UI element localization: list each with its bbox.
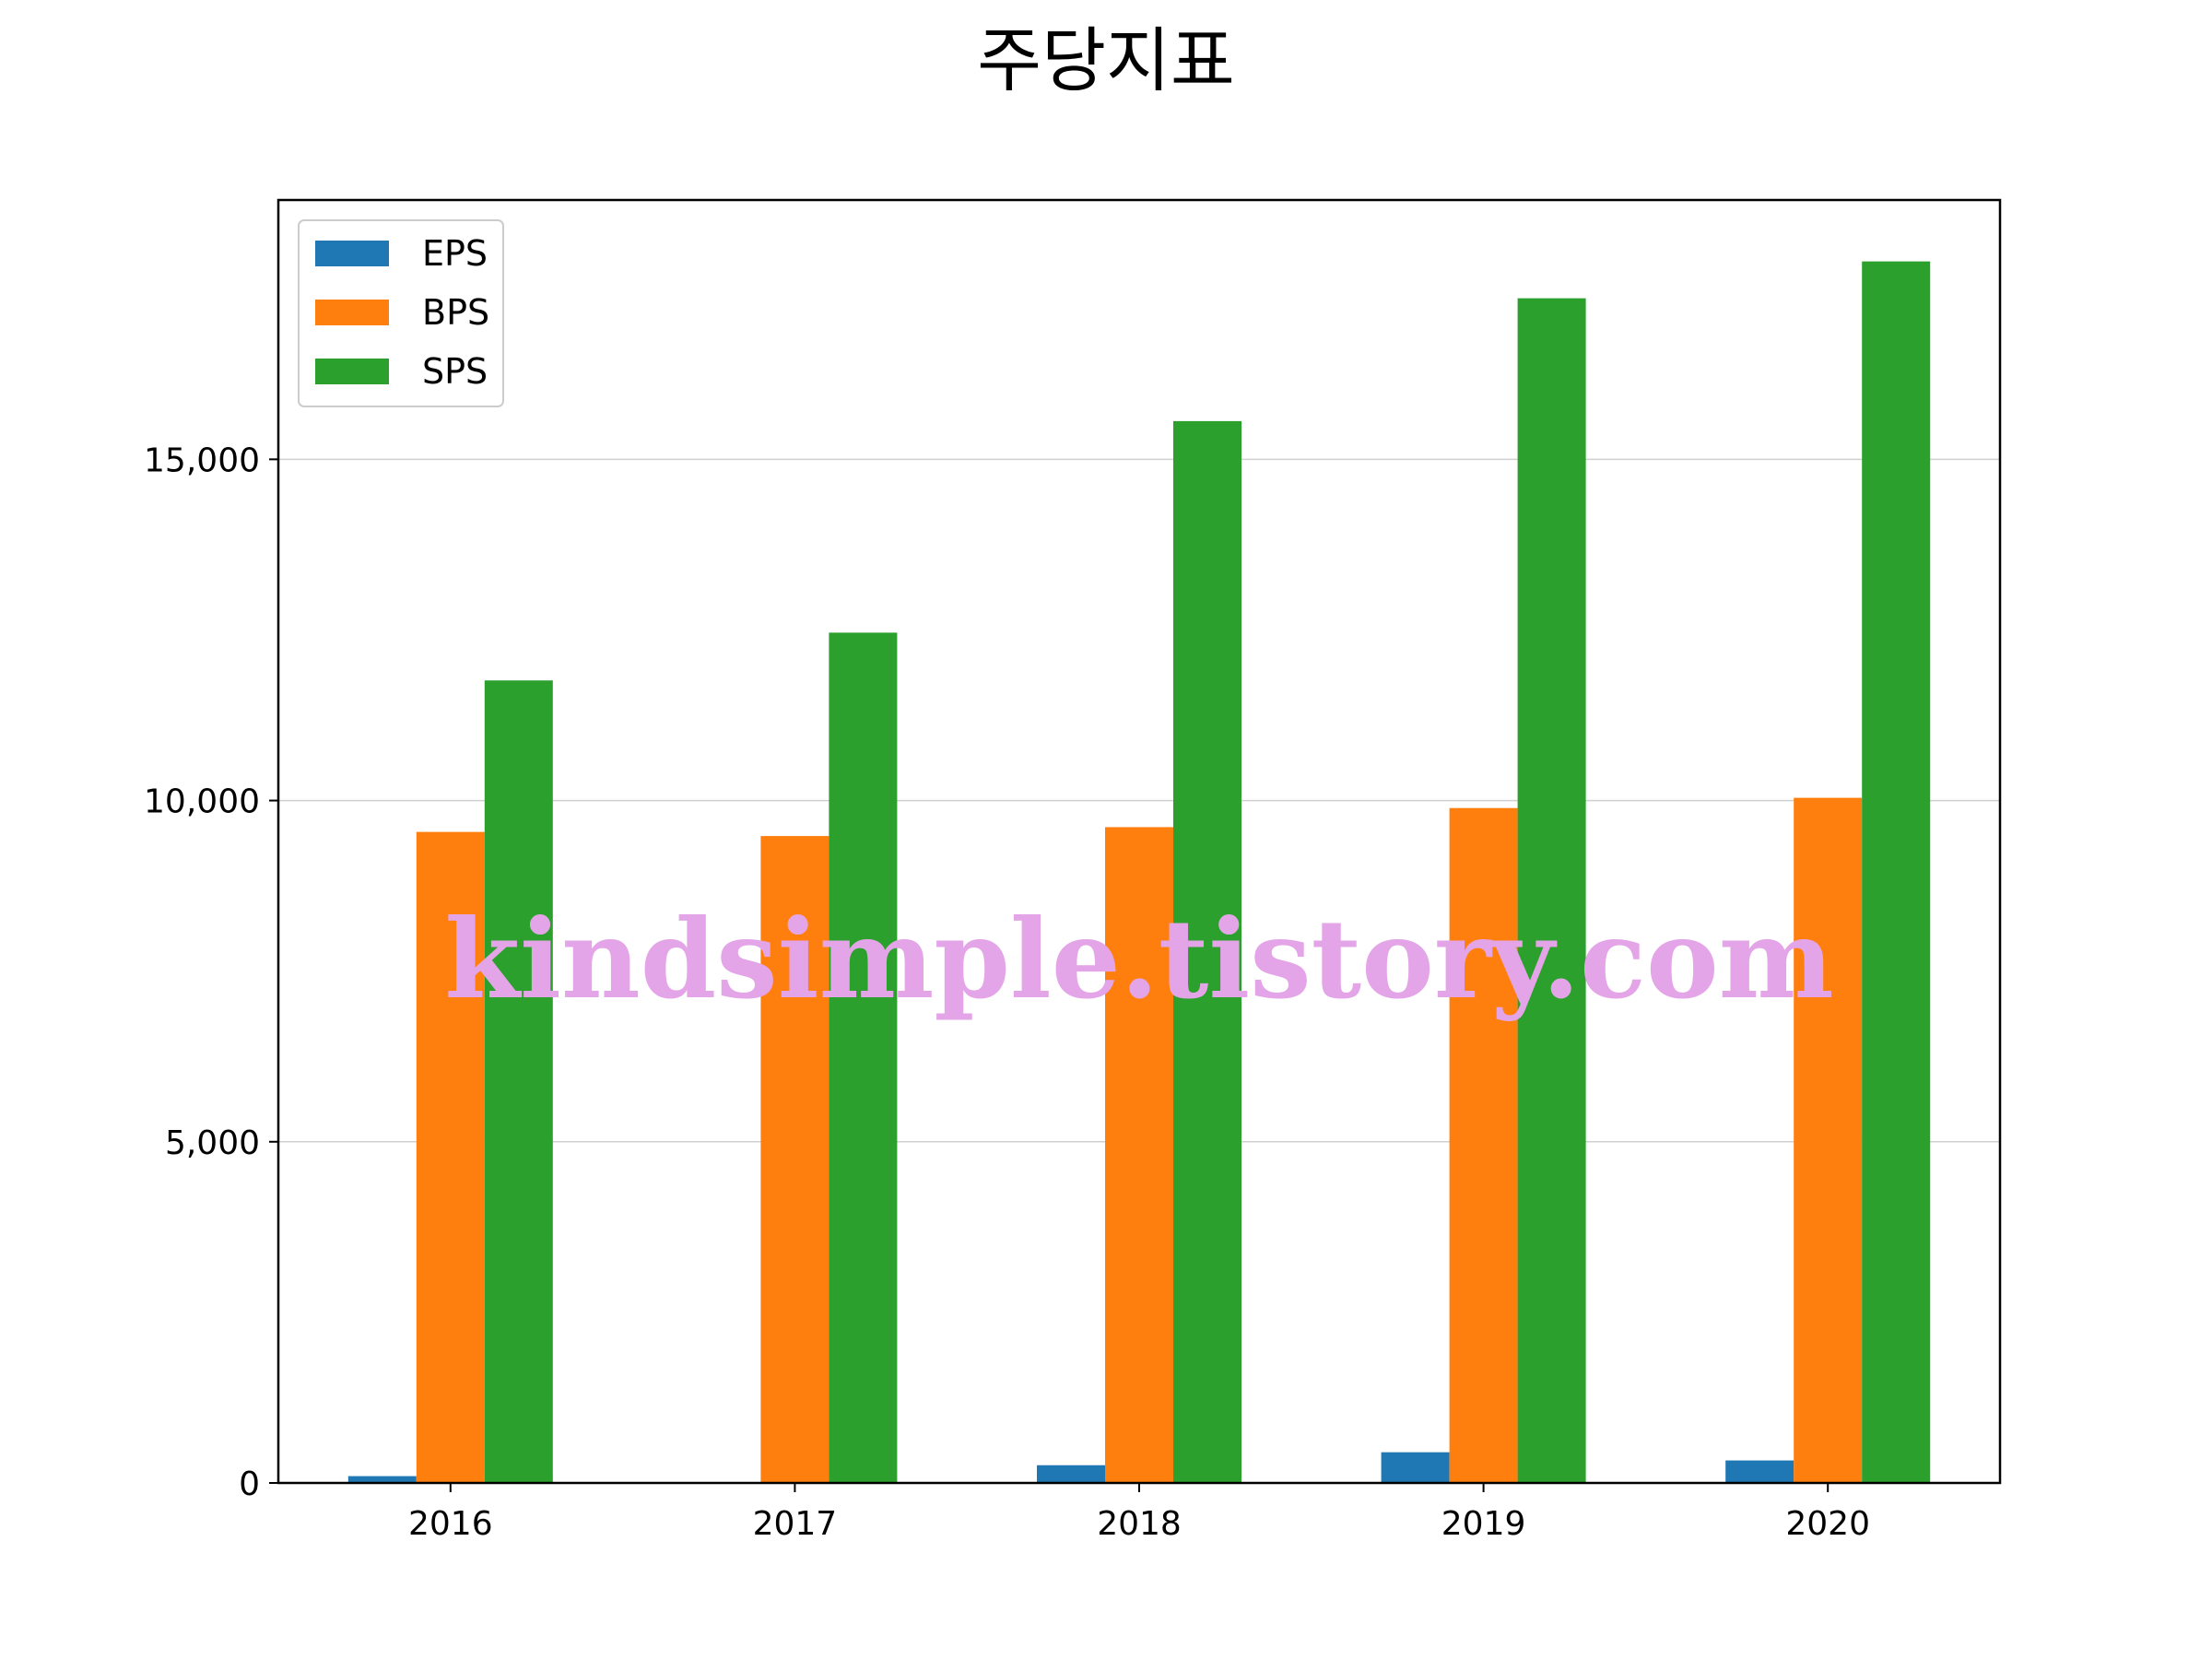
x-tick-label: 2020 (1785, 1505, 1870, 1543)
chart-title: 주당지표 (977, 19, 1235, 101)
y-tick-label: 0 (239, 1465, 260, 1503)
y-tick-label: 10,000 (144, 783, 260, 821)
bar-eps-2019 (1381, 1452, 1450, 1483)
bar-sps-2018 (1173, 420, 1241, 1484)
bar-bps-2016 (416, 831, 485, 1483)
watermark: kindsimple.tistory.com (444, 895, 1833, 1023)
legend-swatch-bps (315, 300, 389, 325)
y-tick-label: 15,000 (144, 441, 260, 479)
x-tick-label: 2019 (1441, 1505, 1526, 1543)
legend-swatch-sps (315, 359, 389, 384)
bar-eps-2020 (1725, 1460, 1794, 1483)
x-axis: 2016 2017 2018 2019 2020 (408, 1483, 1870, 1543)
plot-frame (276, 198, 2002, 1485)
bar-bps-2017 (760, 836, 830, 1483)
x-tick-label: 2016 (408, 1505, 493, 1543)
bar-sps-2016 (484, 680, 553, 1483)
y-tick-label: 5,000 (165, 1124, 260, 1162)
bar-sps-2019 (1517, 298, 1586, 1483)
bar-marks (347, 261, 1931, 1484)
legend-swatch-eps (315, 241, 389, 266)
legend-label-sps: SPS (422, 351, 488, 392)
bar-bps-2020 (1794, 797, 1863, 1483)
legend-label-eps: EPS (422, 233, 488, 274)
y-axis: 0 5,000 10,000 15,000 (144, 441, 278, 1503)
legend: EPS BPS SPS (298, 219, 504, 407)
legend-label-bps: BPS (422, 292, 489, 333)
bar-bps-2018 (1105, 827, 1173, 1483)
x-tick-label: 2018 (1097, 1505, 1182, 1543)
bar-sps-2017 (829, 632, 898, 1483)
bar-sps-2020 (1862, 261, 1931, 1483)
bar-eps-2016 (347, 1476, 417, 1483)
bar-bps-2019 (1449, 807, 1518, 1483)
x-tick-label: 2017 (753, 1505, 838, 1543)
bar-eps-2018 (1037, 1465, 1105, 1483)
